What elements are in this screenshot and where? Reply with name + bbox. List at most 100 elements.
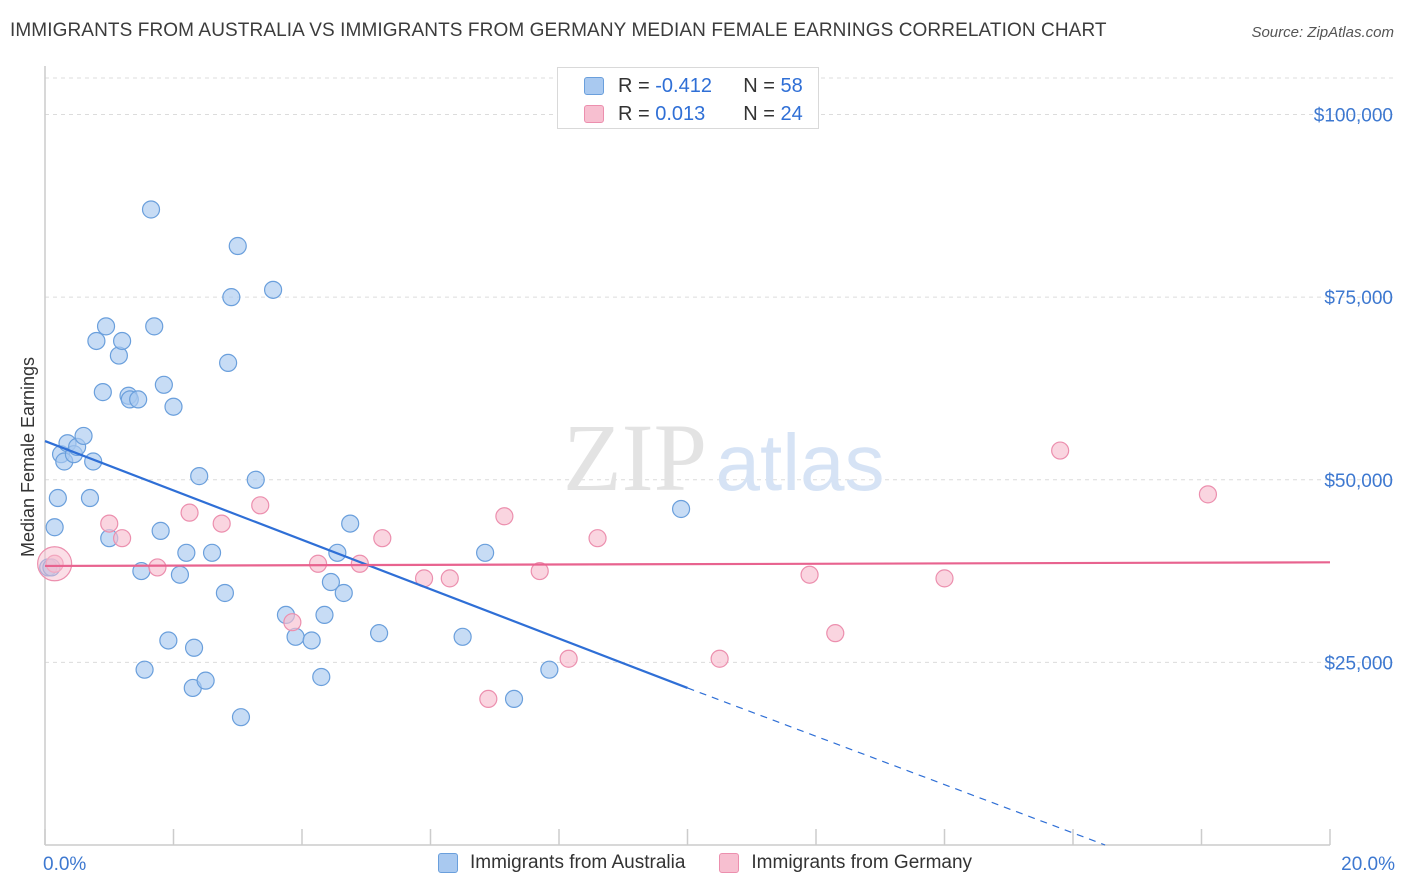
data-point-australia	[154, 375, 173, 394]
legend-n-value: 58	[780, 74, 803, 97]
trend-line-dashed-australia	[687, 687, 1106, 846]
data-point-germany	[251, 496, 270, 515]
data-point-germany	[495, 507, 514, 526]
data-point-germany	[148, 558, 167, 577]
data-point-australia	[74, 426, 93, 446]
data-point-australia	[48, 488, 67, 508]
data-point-germany	[559, 649, 578, 668]
data-point-australia	[190, 467, 209, 486]
bottom-legend-label-australia: Immigrants from Australia	[470, 852, 686, 873]
y-tick-label: $50,000	[1324, 471, 1393, 492]
data-point-australia	[80, 488, 100, 508]
legend-swatch-germany	[584, 105, 604, 123]
data-point-australia	[321, 572, 341, 592]
y-axis-title: Median Female Earnings	[18, 357, 38, 557]
data-point-australia	[315, 605, 334, 625]
data-point-germany	[530, 561, 549, 581]
y-tick-label: $75,000	[1324, 288, 1393, 309]
x-tick-label: 20.0%	[1341, 854, 1395, 875]
data-point-australia	[302, 631, 321, 650]
data-point-germany	[935, 569, 954, 588]
points-layer	[37, 200, 1218, 727]
data-point-australia	[145, 317, 164, 336]
legend-row-germany: R = 0.013 N = 24	[584, 102, 803, 126]
bottom-legend-swatch-australia	[438, 853, 458, 873]
data-point-germany	[710, 649, 729, 668]
data-point-australia	[228, 236, 247, 256]
data-point-australia	[476, 543, 495, 562]
data-point-australia	[219, 353, 238, 372]
legend-n-label: N =	[743, 102, 775, 125]
data-point-germany	[1051, 441, 1070, 460]
data-point-australia	[96, 317, 116, 336]
bottom-legend-swatch-germany	[719, 853, 740, 873]
legend-n-label: N =	[743, 74, 775, 97]
data-point-australia	[312, 667, 331, 687]
data-point-australia	[334, 583, 353, 603]
y-tick-label: $100,000	[1314, 106, 1393, 127]
legend-row-australia: R = -0.412 N = 58	[584, 74, 803, 98]
watermark-zip: ZIP	[563, 404, 707, 511]
label-layer: $25,000 $50,000 $75,000 $100,000 0.0% 20.0%	[43, 106, 1395, 875]
data-point-australia	[263, 280, 283, 299]
data-point-australia	[231, 708, 251, 727]
source-label: Source: ZipAtlas.com	[1251, 24, 1394, 41]
legend-r-label: R =	[618, 102, 650, 125]
trend-layer	[44, 440, 1331, 846]
data-point-australia	[453, 627, 472, 646]
data-point-australia	[164, 397, 183, 416]
data-point-germany	[826, 624, 845, 643]
data-point-germany	[112, 529, 132, 548]
legend-swatch-australia	[584, 77, 604, 95]
data-point-germany-large	[37, 546, 73, 582]
data-point-australia	[222, 288, 241, 307]
data-point-germany	[479, 689, 498, 709]
watermark: ZIP atlas	[563, 404, 884, 511]
bottom-legend-australia: Immigrants from Australia	[438, 852, 685, 874]
data-point-australia	[177, 543, 196, 562]
legend-r-value: -0.412	[655, 74, 712, 97]
chart-title: IMMIGRANTS FROM AUSTRALIA VS IMMIGRANTS …	[10, 20, 1107, 41]
legend-r-value: 0.013	[655, 102, 706, 125]
data-point-australia	[504, 689, 524, 709]
data-point-australia	[202, 543, 222, 562]
data-point-australia	[151, 521, 170, 540]
data-point-australia	[135, 660, 154, 679]
grid-layer	[45, 77, 1395, 663]
data-point-australia	[196, 671, 215, 690]
data-point-australia	[341, 514, 360, 533]
legend-r-label: R =	[618, 74, 650, 97]
data-point-australia	[170, 565, 190, 584]
data-point-germany	[180, 503, 199, 522]
data-point-australia	[215, 583, 234, 603]
data-point-germany	[212, 514, 231, 533]
data-point-germany	[100, 514, 119, 533]
watermark-atlas: atlas	[716, 418, 885, 507]
x-tick-label: 0.0%	[43, 854, 86, 875]
data-point-australia	[45, 518, 64, 537]
data-point-germany	[1198, 485, 1218, 504]
data-point-germany	[588, 529, 607, 548]
data-point-australia	[141, 200, 161, 219]
axis-layer	[44, 66, 1331, 846]
data-point-germany	[373, 529, 392, 548]
data-point-australia	[370, 624, 389, 643]
data-point-australia	[246, 470, 265, 489]
data-point-australia	[184, 638, 204, 657]
data-point-australia	[129, 390, 148, 409]
legend-box: R = -0.412 N = 58 R = 0.013 N = 24	[557, 67, 819, 129]
bottom-legend-germany: Immigrants from Germany	[719, 852, 972, 874]
data-point-germany	[800, 565, 819, 584]
data-point-germany	[308, 554, 328, 573]
data-point-germany	[440, 569, 459, 588]
data-point-australia	[671, 499, 691, 519]
y-tick-label: $25,000	[1324, 653, 1393, 674]
data-point-australia	[540, 660, 559, 679]
data-point-australia	[159, 631, 178, 650]
bottom-legend: Immigrants from Australia Immigrants fro…	[438, 852, 1006, 874]
legend-n-value: 24	[780, 102, 803, 125]
data-point-australia	[87, 331, 106, 351]
data-point-australia	[93, 383, 112, 402]
trend-line-germany	[44, 561, 1331, 568]
bottom-legend-label-germany: Immigrants from Germany	[751, 852, 973, 873]
